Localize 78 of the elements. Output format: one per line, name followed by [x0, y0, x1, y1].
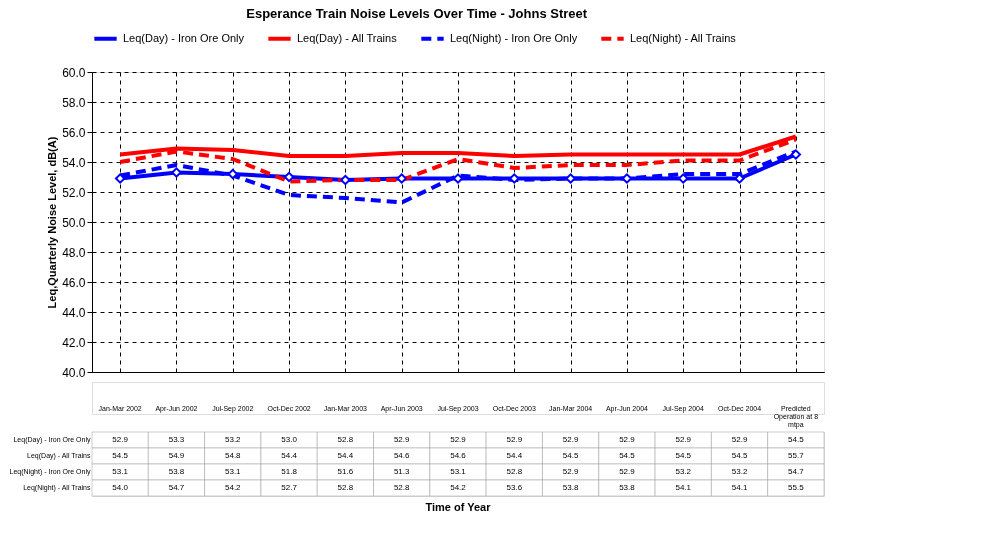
- point: [396, 173, 407, 184]
- point: [283, 171, 295, 183]
- data-label: 53.8: [562, 483, 579, 492]
- data-label: 52.9: [619, 435, 636, 444]
- data-label: 52.9: [393, 435, 411, 444]
- y-tick-label: 48.0: [62, 245, 86, 260]
- data-label: 54.5: [562, 451, 579, 460]
- data-label: 54.2: [450, 483, 467, 492]
- point: [171, 167, 182, 178]
- data-label: 52.9: [506, 435, 523, 444]
- data-label: 54.9: [168, 451, 185, 460]
- data-label: 54.6: [393, 451, 411, 460]
- chart-title: Esperance Train Noise Levels Over Time - Johns Street: [246, 6, 588, 21]
- y-tick-label: 46.0: [62, 275, 86, 290]
- data-label: 55.7: [788, 451, 805, 460]
- data-label: 54.7: [788, 467, 805, 476]
- data-label: 53.8: [168, 467, 185, 476]
- point: [509, 173, 520, 184]
- data-label: 53.1: [224, 467, 242, 476]
- data-label: 54.1: [675, 483, 692, 492]
- legend-label: Leq(Night) - Iron Ore Only: [450, 31, 578, 44]
- data-label: 53.8: [619, 483, 636, 492]
- y-axis-title: Leq,Quarterly Noise Level, dB(A): [46, 136, 59, 309]
- data-label: 52.9: [112, 435, 129, 444]
- data-label: 54.7: [168, 483, 185, 492]
- data-label: 54.4: [281, 451, 298, 460]
- point: [340, 174, 351, 186]
- data-label: 52.8: [337, 435, 354, 444]
- legend-label: Leq(Night) - All Trains: [630, 31, 737, 44]
- data-label: 54.1: [731, 483, 748, 492]
- y-tick-label: 40.0: [62, 365, 86, 380]
- data-label: 54.5: [731, 451, 748, 460]
- y-tick-label: 54.0: [62, 155, 86, 170]
- point: [565, 173, 576, 184]
- data-label: 53.6: [506, 483, 523, 492]
- data-label: 52.7: [281, 483, 298, 492]
- data-label: 52.8: [393, 483, 411, 492]
- data-label: 53.2: [731, 467, 748, 476]
- legend-label: Leq(Day) - Iron Ore Only: [123, 31, 245, 44]
- data-label: 54.5: [788, 435, 805, 444]
- y-tick-label: 58.0: [62, 95, 86, 110]
- text: Time of Year: [425, 501, 492, 514]
- data-label: 52.8: [506, 467, 523, 476]
- data-label: 54.8: [224, 451, 242, 460]
- data-label: 52.9: [562, 435, 579, 444]
- y-tick-label: 60.0: [62, 65, 86, 80]
- data-label: 53.1: [450, 467, 467, 476]
- y-tick-label: 52.0: [62, 185, 86, 200]
- data-label: 54.0: [112, 483, 129, 492]
- data-label: 54.2: [224, 483, 242, 492]
- legend-label: Leq(Day) - All Trains: [297, 31, 398, 44]
- data-label: 52.9: [562, 467, 579, 476]
- data-label: 51.8: [281, 467, 298, 476]
- data-label: 55.5: [788, 483, 805, 492]
- point: [790, 149, 802, 160]
- data-label: 53.2: [675, 467, 692, 476]
- data-label: 54.5: [675, 451, 692, 460]
- data-label: 54.4: [506, 451, 523, 460]
- data-label: 52.9: [619, 467, 636, 476]
- data-label: 52.9: [675, 435, 692, 444]
- data-label: 53.0: [281, 435, 298, 444]
- data-label: 53.1: [112, 467, 129, 476]
- data-label: 51.3: [393, 467, 411, 476]
- data-label: 52.9: [731, 435, 748, 444]
- data-label: 54.5: [619, 451, 636, 460]
- data-label: 52.9: [450, 435, 467, 444]
- y-tick-label: 44.0: [62, 305, 86, 320]
- data-label: 54.5: [112, 451, 129, 460]
- data-label: 54.4: [337, 451, 354, 460]
- data-label: 53.3: [168, 435, 185, 444]
- data-label: 53.2: [224, 435, 242, 444]
- data-label: 52.8: [337, 483, 354, 492]
- point: [227, 168, 238, 180]
- data-label: 54.6: [450, 451, 467, 460]
- y-tick-label: 50.0: [62, 215, 86, 230]
- y-tick-label: 42.0: [62, 335, 86, 350]
- data-label: 51.6: [337, 467, 354, 476]
- y-tick-label: 56.0: [62, 125, 86, 140]
